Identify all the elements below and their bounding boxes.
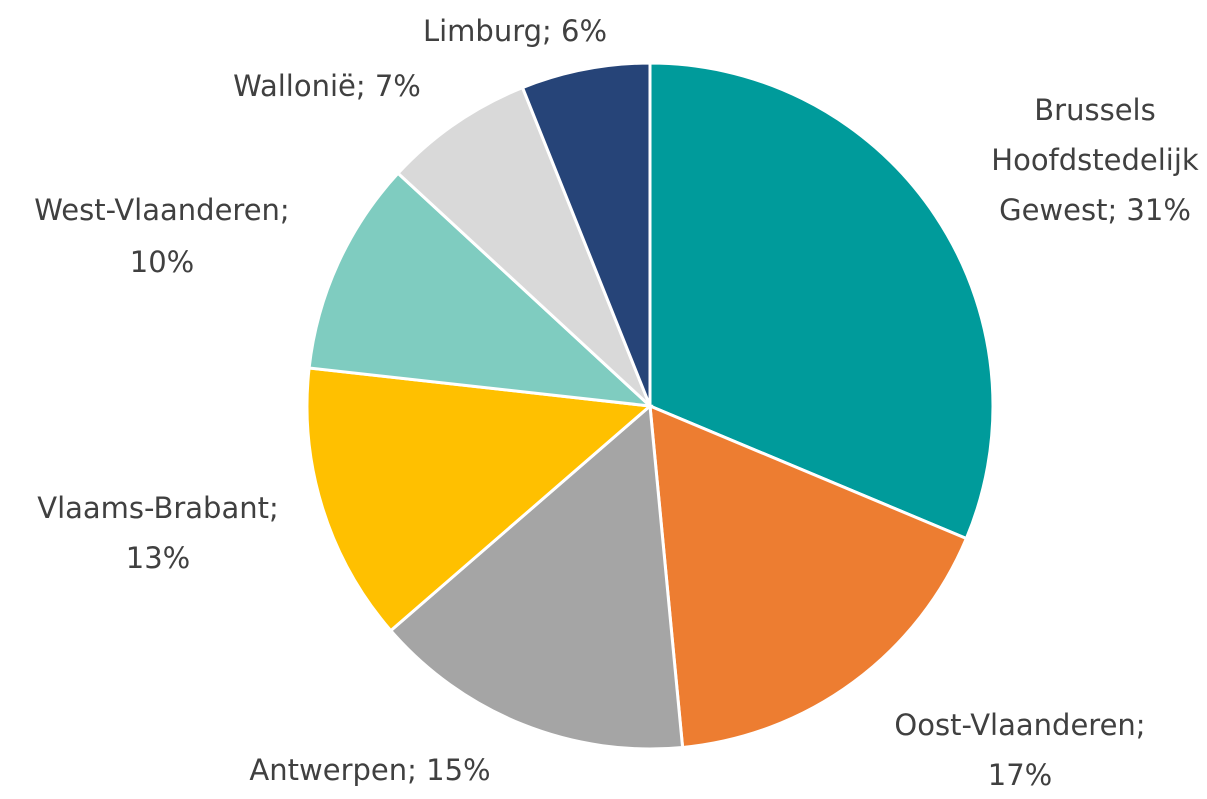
pie-slice (648, 403, 969, 750)
data-label: 13% (126, 541, 190, 575)
data-label: Brussels (1034, 93, 1155, 127)
data-label: Antwerpen; 15% (249, 753, 490, 787)
data-label: West-Vlaanderen; (34, 193, 289, 227)
pie-slice (395, 85, 652, 408)
pie-slice (305, 366, 654, 633)
data-label: Hoofdstedelijk (991, 143, 1199, 177)
data-label: 10% (130, 245, 194, 279)
data-label: Gewest; 31% (999, 193, 1191, 227)
data-label: Oost-Vlaanderen; (894, 708, 1145, 742)
data-label: Limburg; 6% (423, 14, 607, 48)
pie-slice (648, 61, 995, 541)
pie-slice (520, 61, 652, 407)
data-label: Vlaams-Brabant; (37, 491, 279, 525)
pie-slice (388, 402, 685, 751)
pie-slice (307, 171, 655, 408)
data-label: Wallonië; 7% (233, 69, 421, 103)
data-label: 17% (988, 758, 1052, 792)
